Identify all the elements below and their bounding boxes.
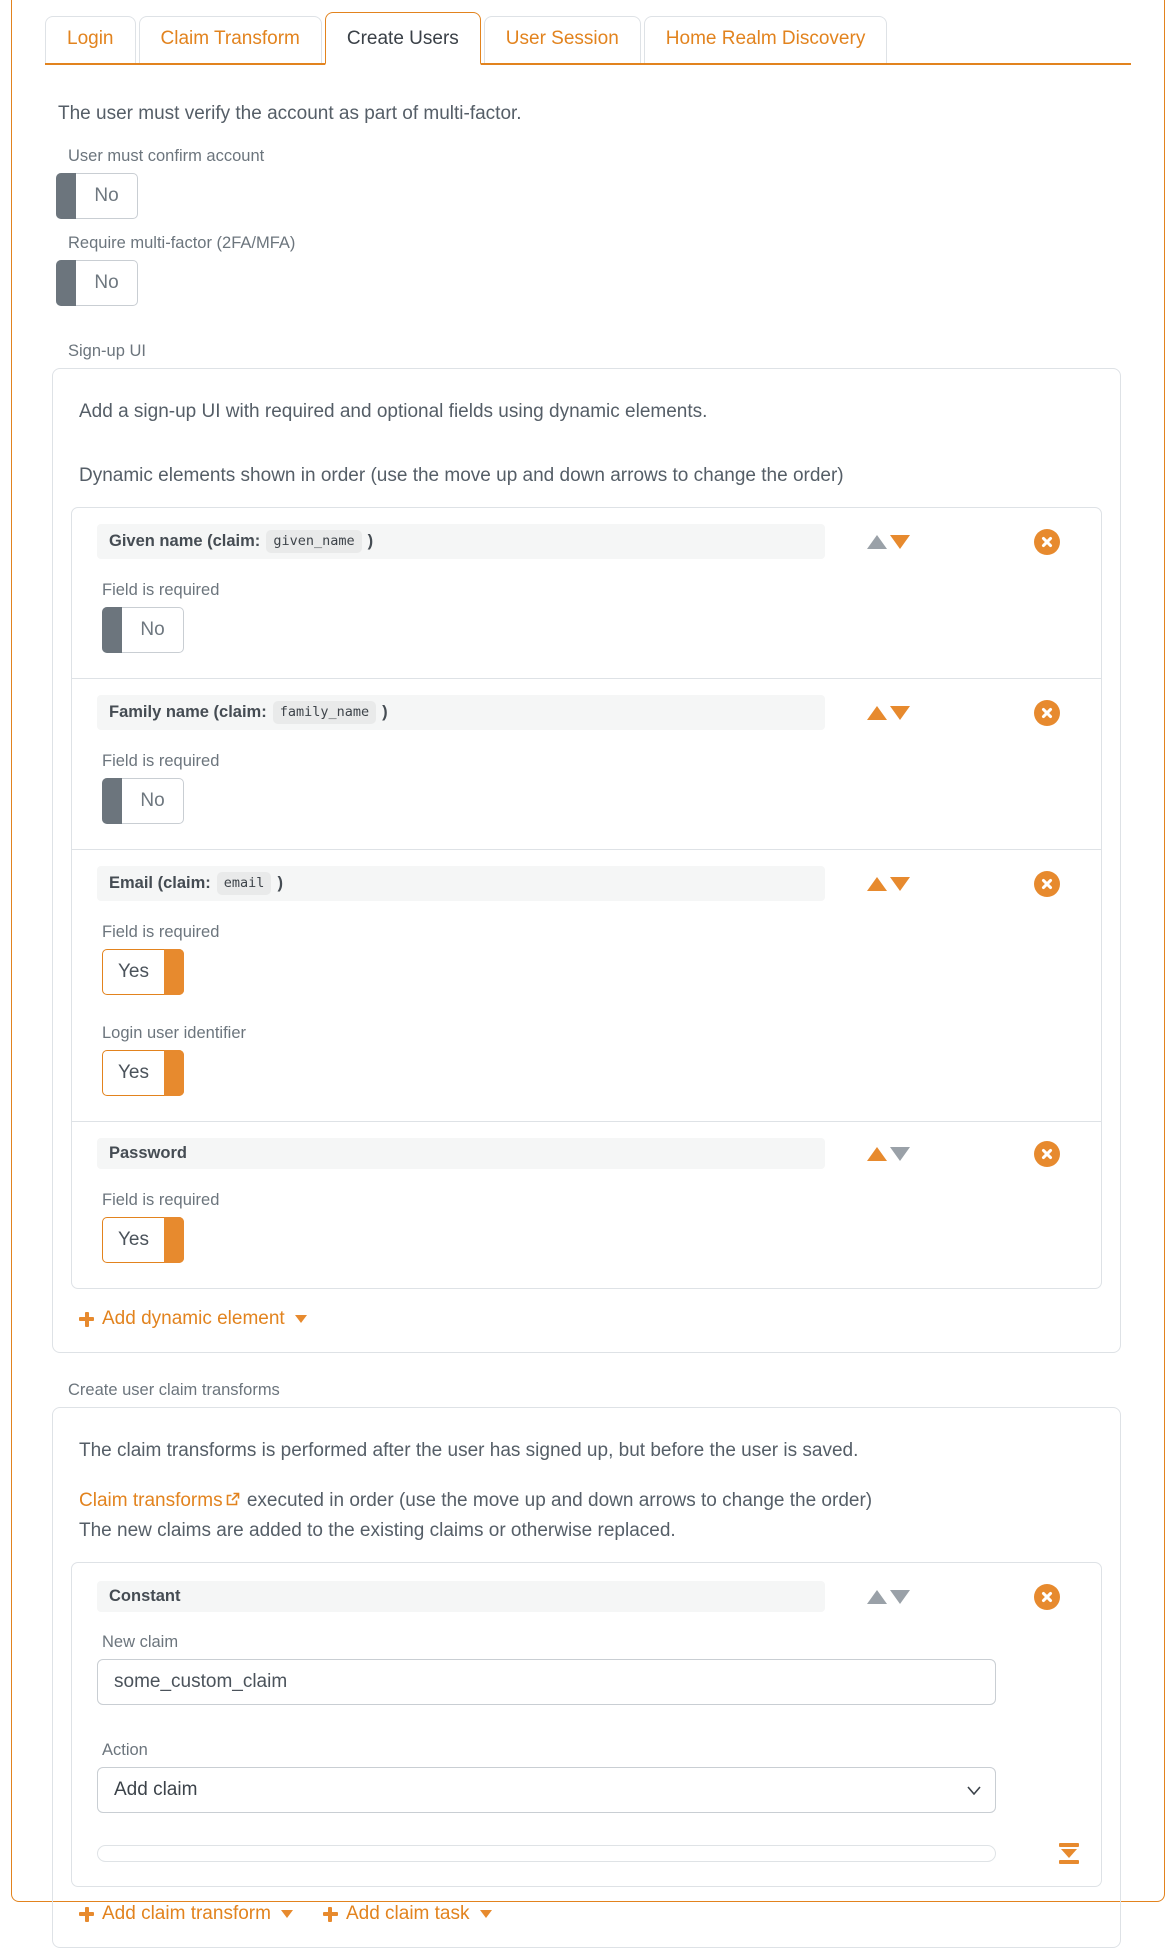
tab-login[interactable]: Login [45,16,136,63]
plus-icon [322,1906,338,1922]
action-select[interactable]: Add claim [97,1767,996,1813]
toggle-handle [56,260,76,306]
remove-element-button[interactable] [1034,870,1060,897]
reorder-arrows [867,1146,910,1161]
confirm-account-toggle[interactable]: No [56,173,138,219]
dynamic-element-list: Given name (claim: given_name ) Field is… [71,507,1102,1289]
external-link-icon [225,1491,240,1513]
claim-transforms-label: Create user claim transforms [68,1381,280,1399]
secret-value-field[interactable] [97,1845,996,1862]
remove-transform-button[interactable] [1034,1583,1060,1610]
move-up-arrow-icon[interactable] [867,876,887,891]
close-icon [1034,1141,1060,1167]
dynamic-element-card-family-name: Family name (claim: family_name ) Field … [71,678,1102,850]
reorder-arrows [867,1589,910,1604]
signup-description: Add a sign-up UI with required and optio… [79,401,708,422]
move-down-arrow-icon[interactable] [890,1589,910,1604]
element-title: Family name (claim: family_name ) [97,695,825,730]
move-up-arrow-icon[interactable] [867,705,887,720]
move-up-arrow-icon[interactable] [867,1589,887,1604]
close-icon [1034,700,1060,726]
field-required-label: Field is required [102,581,220,599]
claim-transforms-order-hint: Claim transforms executed in order (use … [79,1490,873,1513]
new-claim-label: New claim [102,1633,179,1651]
move-down-arrow-icon[interactable] [890,876,910,891]
field-required-toggle[interactable]: No [102,778,184,824]
reorder-arrows [867,876,910,891]
require-mfa-label: Require multi-factor (2FA/MFA) [68,234,296,252]
claim-transforms-link[interactable]: Claim transforms [79,1490,223,1511]
element-title: Given name (claim: given_name ) [97,524,825,559]
claim-transform-card-constant: Constant New claim Action Add claim [71,1562,1102,1887]
chevron-down-icon [294,1315,307,1323]
dynamic-element-card-given-name: Given name (claim: given_name ) Field is… [71,507,1102,679]
login-user-identifier-label: Login user identifier [102,1024,247,1042]
move-down-arrow-icon[interactable] [890,705,910,720]
field-required-label: Field is required [102,923,220,941]
element-title: Password [97,1138,825,1169]
field-required-toggle[interactable]: No [102,607,184,653]
move-to-task-icon[interactable] [1059,1843,1079,1864]
move-up-arrow-icon[interactable] [867,534,887,549]
element-title: Email (claim: email ) [97,866,825,901]
tab-bar: Login Claim Transform Create Users User … [45,12,1131,65]
remove-element-button[interactable] [1034,528,1060,555]
tab-home-realm-discovery[interactable]: Home Realm Discovery [643,16,888,63]
claim-transforms-description: The claim transforms is performed after … [79,1440,859,1461]
dynamic-element-card-email: Email (claim: email ) Field is required [71,849,1102,1122]
tab-user-session[interactable]: User Session [483,16,641,63]
chevron-down-icon [280,1910,293,1918]
plus-icon [79,1311,94,1327]
add-claim-transform-button[interactable]: Add claim transform [79,1903,293,1925]
move-down-arrow-icon[interactable] [890,1146,910,1161]
action-label: Action [102,1741,148,1759]
select-chevron-icon [967,1779,981,1801]
close-icon [1034,1584,1060,1610]
intro-text: The user must verify the account as part… [58,103,522,124]
signup-order-hint: Dynamic elements shown in order (use the… [79,465,844,486]
transform-title: Constant [97,1581,825,1612]
tab-create-users[interactable]: Create Users [324,12,481,65]
toggle-handle [56,173,76,219]
reorder-arrows [867,705,910,720]
field-required-label: Field is required [102,752,220,770]
claim-badge: email [216,872,272,895]
remove-element-button[interactable] [1034,1140,1060,1167]
claim-badge: family_name [272,701,377,724]
field-required-toggle[interactable]: Yes [102,1217,184,1263]
move-down-arrow-icon[interactable] [890,534,910,549]
field-required-label: Field is required [102,1191,220,1209]
tab-content-panel: Login Claim Transform Create Users User … [11,0,1165,1948]
close-icon [1034,529,1060,555]
close-icon [1034,871,1060,897]
tab-claim-transform[interactable]: Claim Transform [138,16,322,63]
login-user-identifier-toggle[interactable]: Yes [102,1050,184,1096]
dynamic-element-card-password: Password Field is required Yes [71,1121,1102,1289]
require-mfa-toggle[interactable]: No [56,260,138,306]
claim-transforms-fieldset: The claim transforms is performed after … [52,1407,1121,1948]
move-up-arrow-icon[interactable] [867,1146,887,1161]
add-dynamic-element-button[interactable]: Add dynamic element [79,1308,307,1330]
remove-element-button[interactable] [1034,699,1060,726]
claim-transforms-replace-hint: The new claims are added to the existing… [79,1520,676,1541]
confirm-account-label: User must confirm account [68,147,265,165]
field-required-toggle[interactable]: Yes [102,949,184,995]
reorder-arrows [867,534,910,549]
new-claim-input[interactable] [97,1659,996,1705]
claim-badge: given_name [266,530,362,553]
plus-icon [79,1906,94,1922]
signup-ui-fieldset: Add a sign-up UI with required and optio… [52,368,1121,1353]
chevron-down-icon [479,1910,492,1918]
signup-ui-label: Sign-up UI [68,342,146,360]
add-claim-task-button[interactable]: Add claim task [322,1903,492,1925]
